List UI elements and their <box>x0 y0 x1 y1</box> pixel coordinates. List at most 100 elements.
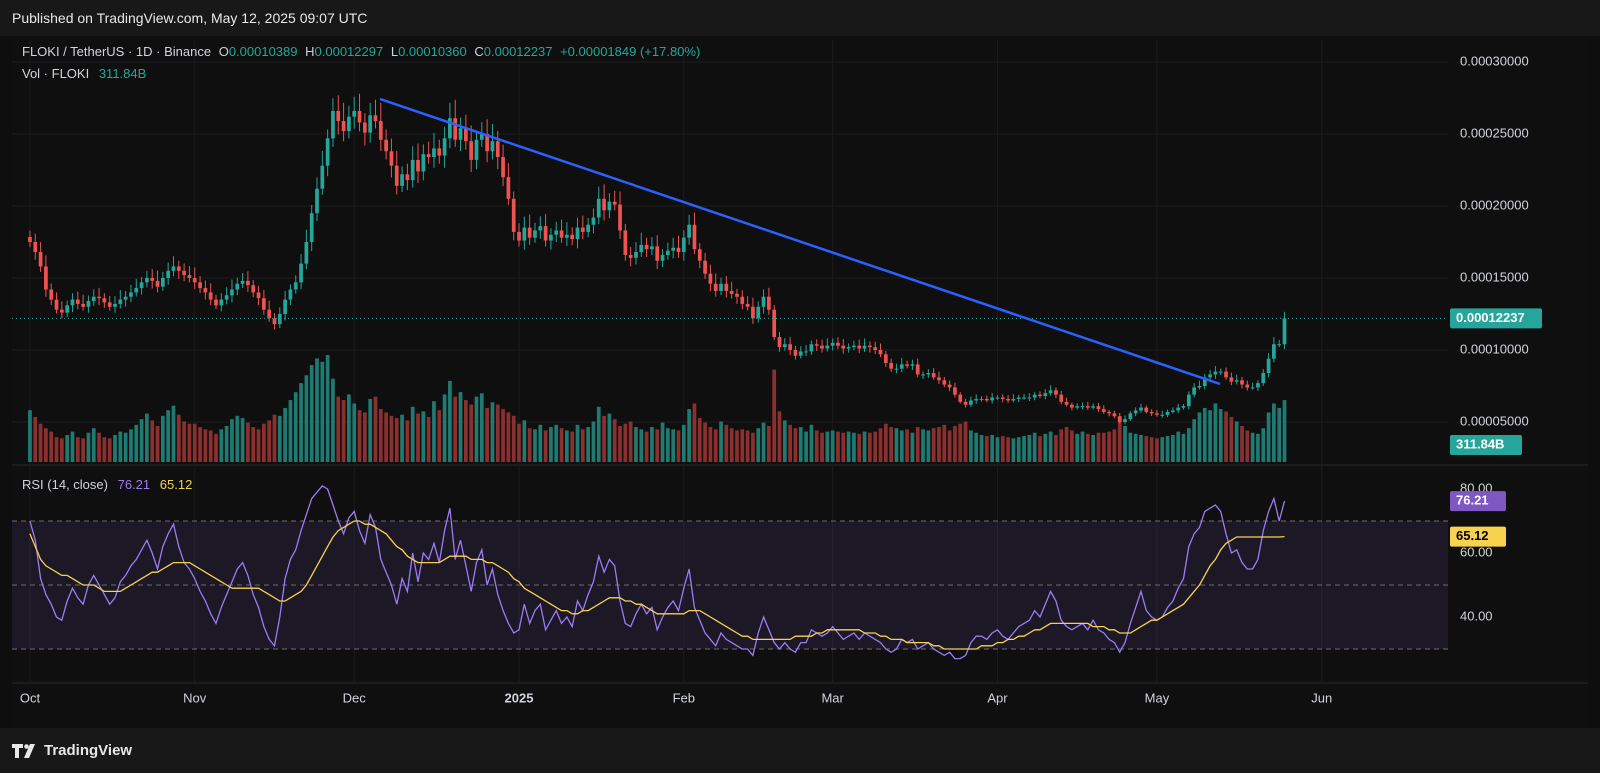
candle-body[interactable] <box>1139 407 1143 411</box>
rsi-line[interactable] <box>29 484 1286 660</box>
candle-body[interactable] <box>368 115 373 133</box>
candle-body[interactable] <box>1256 383 1260 388</box>
candle-body[interactable] <box>113 303 117 307</box>
candle-body[interactable] <box>299 263 303 283</box>
candle-body[interactable] <box>145 278 149 283</box>
candle-body[interactable] <box>830 342 835 346</box>
candle-body[interactable] <box>825 345 830 349</box>
candle-body[interactable] <box>687 224 691 238</box>
candle-body[interactable] <box>740 296 745 304</box>
candle-body[interactable] <box>1032 394 1037 398</box>
candle-body[interactable] <box>692 224 697 250</box>
candle-body[interactable] <box>91 296 96 302</box>
candle-body[interactable] <box>735 293 739 297</box>
candle-body[interactable] <box>214 299 218 306</box>
candle-body[interactable] <box>798 351 803 356</box>
candle-body[interactable] <box>490 141 495 152</box>
tradingview-brand[interactable]: TradingView <box>44 742 133 759</box>
candle-body[interactable] <box>697 249 702 261</box>
candle-body[interactable] <box>1234 380 1239 382</box>
candle-body[interactable] <box>873 347 878 350</box>
candle-body[interactable] <box>596 198 601 218</box>
candle-body[interactable] <box>506 177 511 199</box>
candle-body[interactable] <box>246 280 250 286</box>
candle-body[interactable] <box>1229 377 1234 382</box>
candle-body[interactable] <box>65 305 70 313</box>
downtrend-line[interactable] <box>379 97 1221 386</box>
candle-body[interactable] <box>745 303 750 307</box>
candle-body[interactable] <box>453 118 458 140</box>
candle-body[interactable] <box>203 288 208 293</box>
candle-body[interactable] <box>458 128 463 140</box>
candle-body[interactable] <box>543 226 548 241</box>
candle-body[interactable] <box>628 254 633 258</box>
candle-body[interactable] <box>448 118 452 139</box>
candle-body[interactable] <box>650 246 654 250</box>
candle-body[interactable] <box>1181 406 1186 408</box>
candle-body[interactable] <box>1202 377 1207 386</box>
candle-body[interactable] <box>240 280 245 284</box>
candle-body[interactable] <box>1075 406 1080 408</box>
candle-body[interactable] <box>176 266 181 271</box>
candle-body[interactable] <box>33 242 38 253</box>
candle-body[interactable] <box>347 116 351 132</box>
candle-body[interactable] <box>942 380 947 385</box>
candle-body[interactable] <box>182 270 186 276</box>
candle-body[interactable] <box>267 309 272 319</box>
rsi-ma-line[interactable] <box>29 520 1285 650</box>
candle-body[interactable] <box>75 299 80 304</box>
candle-body[interactable] <box>836 342 840 346</box>
candle-body[interactable] <box>761 296 766 307</box>
candle-body[interactable] <box>251 285 256 293</box>
candle-body[interactable] <box>591 217 596 225</box>
candle-body[interactable] <box>846 347 851 349</box>
candle-body[interactable] <box>958 394 963 402</box>
candle-body[interactable] <box>442 138 447 156</box>
candle-body[interactable] <box>511 198 516 232</box>
candle-body[interactable] <box>963 401 968 405</box>
candle-body[interactable] <box>150 278 155 281</box>
candle-body[interactable] <box>304 242 309 264</box>
candle-body[interactable] <box>681 237 686 253</box>
candle-body[interactable] <box>995 397 1000 399</box>
candle-body[interactable] <box>1144 407 1149 412</box>
candle-body[interactable] <box>883 354 888 363</box>
candle-body[interactable] <box>607 201 612 211</box>
candle-body[interactable] <box>272 318 277 325</box>
candle-body[interactable] <box>905 364 909 366</box>
candle-body[interactable] <box>979 398 984 400</box>
candle-body[interactable] <box>283 299 287 314</box>
candle-body[interactable] <box>288 289 293 300</box>
candle-body[interactable] <box>772 309 777 338</box>
candle-body[interactable] <box>782 344 787 348</box>
candle-body[interactable] <box>671 247 676 251</box>
candle-body[interactable] <box>1043 393 1048 397</box>
candle-body[interactable] <box>261 298 266 310</box>
candle-body[interactable] <box>522 227 527 241</box>
candle-body[interactable] <box>804 351 808 353</box>
candle-body[interactable] <box>1165 411 1170 415</box>
candle-body[interactable] <box>1266 358 1271 374</box>
tradingview-logo-icon[interactable] <box>12 743 38 758</box>
candle-body[interactable] <box>432 148 436 158</box>
candle-body[interactable] <box>1176 407 1181 411</box>
candle-body[interactable] <box>538 226 543 231</box>
candle-body[interactable] <box>256 292 261 299</box>
candle-body[interactable] <box>724 283 729 291</box>
candle-body[interactable] <box>618 204 622 231</box>
candle-body[interactable] <box>1240 380 1244 385</box>
candle-body[interactable] <box>331 110 335 139</box>
candle-body[interactable] <box>54 299 59 310</box>
candle-body[interactable] <box>1022 397 1026 399</box>
candle-body[interactable] <box>644 244 649 250</box>
candle-body[interactable] <box>575 227 580 240</box>
candle-body[interactable] <box>974 398 979 401</box>
candle-body[interactable] <box>1128 413 1133 420</box>
candle-body[interactable] <box>134 288 139 293</box>
candle-body[interactable] <box>70 299 75 306</box>
candle-body[interactable] <box>857 345 862 349</box>
candle-body[interactable] <box>219 299 224 306</box>
candle-body[interactable] <box>293 282 298 290</box>
candle-body[interactable] <box>107 302 112 307</box>
